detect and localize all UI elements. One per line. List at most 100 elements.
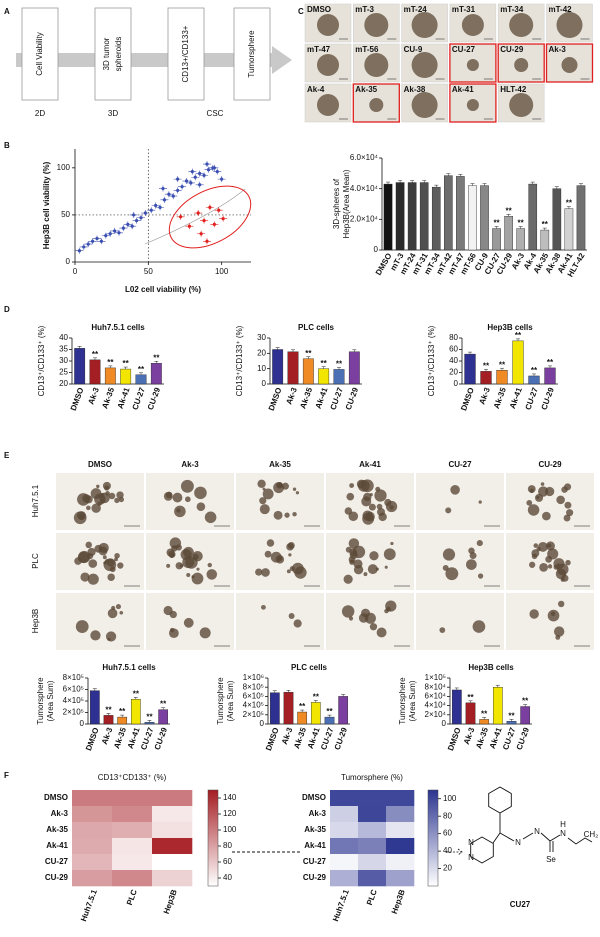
row-header: PLC [31,553,40,569]
tumorsphere [196,567,200,571]
tumorsphere [341,605,355,618]
bar [120,368,132,385]
colorbar-tick-label: 60 [443,829,452,838]
y-tick-label: 20 [59,379,68,388]
bar [465,702,476,725]
row-label: Ak-3 [51,809,69,818]
tumorsphere [374,489,387,502]
heatmap-cell [386,822,415,839]
row-label: DMSO [302,793,326,802]
error-bar [133,697,138,700]
bar [104,367,116,385]
tumorsphere [257,479,266,488]
tumorsphere-image [416,533,504,590]
heatmap-cell [112,838,153,855]
chart-title: Hep3B cells [487,323,533,332]
x-tick-label: DMSO [84,726,101,752]
tumorsphere [476,539,483,547]
tumorsphere [259,504,270,515]
tumorsphere [293,619,302,628]
tumorsphere [349,483,355,488]
tumorsphere [545,555,553,563]
significance: ** [481,710,488,719]
significance: ** [305,349,312,358]
point [202,218,206,223]
point [215,170,219,174]
point [113,229,117,233]
tumorsphere [166,563,171,568]
x-tick-label: Ak-35 [100,386,116,410]
point [187,224,191,228]
tumorsphere [183,546,194,558]
point [220,177,224,181]
tumorsphere [194,486,207,500]
point [199,232,203,236]
error-bar [313,700,318,703]
bond [488,786,512,814]
heatmap-cell [112,870,153,887]
heatmap-cell [152,822,193,839]
column-header: Ak-41 [359,460,381,469]
tumorsphere-image [506,593,594,650]
flow-stage: CSC [207,109,224,118]
heatmap-cell [112,790,153,807]
point [205,162,209,166]
tumorsphere [80,572,90,582]
tumorsphere-image [236,473,324,530]
chart-title: PLC cells [298,323,335,332]
tumorsphere [288,553,292,557]
heatmap-cell [358,806,387,823]
axis [267,678,350,725]
y-tick-label: 80 [449,333,458,342]
tumorsphere [85,541,92,549]
y-tick-label: 4×10⁵ [243,701,264,710]
heatmap-cell [152,854,193,871]
tumorsphere [206,569,218,580]
point [171,194,175,198]
y-axis-label: CD13⁺/CD133⁺ (%) [37,325,46,396]
x-tick-label: Ak-3 [462,726,477,746]
column-header: Ak-35 [269,460,291,469]
tumorsphere [119,611,124,615]
tumorsphere [192,551,203,562]
tumorsphere [115,604,121,610]
spheroid [509,93,534,117]
bar [444,175,453,251]
tumorsphere [547,543,552,548]
tumorsphere [383,548,396,561]
tumorsphere [94,493,106,505]
flow-box [233,7,271,101]
colorbar-tick-label: 140 [223,793,237,802]
x-tick-label: Ak-35 [298,386,314,410]
y-tick-label: 60 [449,345,458,354]
tumorsphere [375,567,379,571]
tumorsphere [286,569,291,574]
bar [383,183,393,251]
tumorsphere [87,573,99,585]
error-bar [154,361,159,364]
tumorsphere [273,510,283,520]
tumorsphere-image [56,593,144,650]
error-bar [93,357,97,360]
x-tick-label: 50 [144,267,153,276]
error-bar [77,346,82,349]
bar [103,715,114,725]
error-bar [554,186,559,189]
flow-step: spheroids [114,37,123,72]
row-label: Ak-35 [304,825,326,834]
point [161,186,165,191]
tumorsphere [196,502,206,511]
error-bar [458,174,463,177]
flow-step: 3D tumor [102,37,111,70]
bar [89,359,101,385]
tumorsphere [386,606,391,612]
point [167,192,171,196]
y-tick-label: 10 [257,364,266,373]
tumorsphere [292,511,297,517]
bar [480,371,492,385]
heatmap-cell [152,838,193,855]
point [117,231,121,235]
y-tick-label: 25 [59,368,68,377]
panel-label: B [4,141,10,150]
y-tick-label: 2×10⁴ [425,710,447,719]
